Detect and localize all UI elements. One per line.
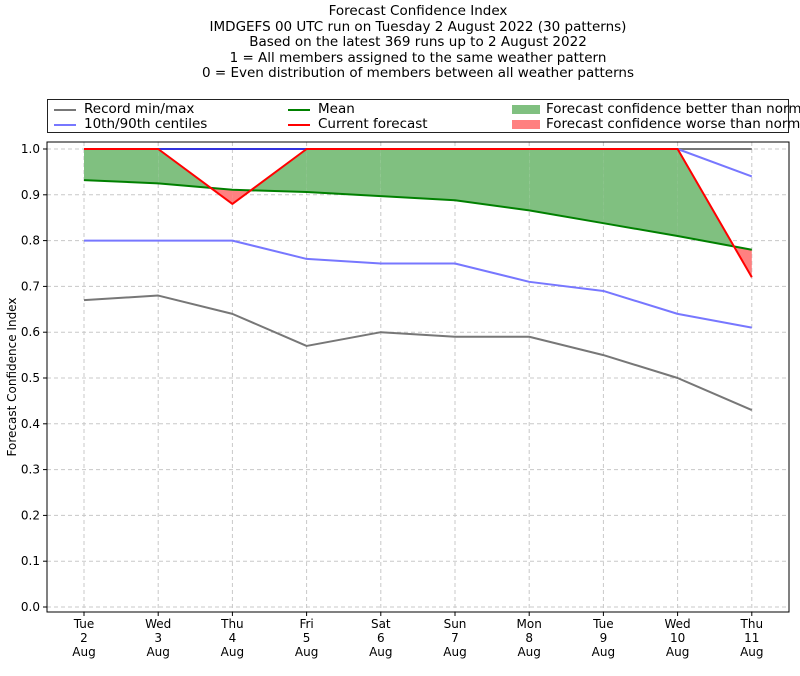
chart-title: Forecast Confidence Index IMDGEFS 00 UTC… (0, 3, 800, 82)
x-tick-label-line: Thu (740, 617, 764, 631)
x-tick-label-line: 5 (303, 631, 311, 645)
legend-item-worse: Forecast confidence worse than normal (512, 117, 800, 132)
legend-swatch-centiles (54, 123, 76, 126)
x-tick-label-line: 3 (154, 631, 162, 645)
x-tick-label-line: Aug (517, 645, 540, 659)
x-tick-label-line: Aug (443, 645, 466, 659)
legend-item-current: Current forecast (288, 117, 428, 132)
legend-swatch-worse (512, 120, 540, 129)
x-tick-label-line: Aug (592, 645, 615, 659)
legend-item-better: Forecast confidence better than normal (512, 102, 800, 117)
x-tick-label: Thu 4 Aug (220, 617, 244, 659)
x-tick-label-line: Tue (592, 617, 614, 631)
legend-label-mean: Mean (318, 101, 355, 117)
y-tick-label: 0.4 (21, 417, 40, 431)
x-tick-label-line: Aug (221, 645, 244, 659)
legend-label-record: Record min/max (84, 101, 195, 117)
x-tick-label-line: Aug (72, 645, 95, 659)
x-tick-label: Wed 10 Aug (665, 617, 691, 659)
y-tick-label: 1.0 (21, 142, 40, 156)
legend-item-mean: Mean (288, 102, 355, 117)
y-tick-label: 0.9 (21, 188, 40, 202)
x-tick-label-line: 2 (80, 631, 88, 645)
x-tick-label-line: Aug (146, 645, 169, 659)
x-tick-label-line: 11 (744, 631, 759, 645)
title-line-4: 1 = All members assigned to the same wea… (229, 49, 607, 66)
title-line-3: Based on the latest 369 runs up to 2 Aug… (249, 34, 587, 51)
better-than-normal-area (529, 149, 604, 224)
x-tick-label: Mon 8 Aug (517, 617, 542, 659)
x-tick-label-line: Fri (299, 617, 313, 631)
better-than-normal-area (84, 149, 159, 184)
x-tick-label-line: Aug (295, 645, 318, 659)
y-tick-label: 0.8 (21, 234, 40, 248)
chart-legend: Record min/max 10th/90th centiles Mean C… (47, 99, 800, 133)
title-line-2: IMDGEFS 00 UTC run on Tuesday 2 August 2… (209, 18, 627, 35)
x-tick-label: Sat 6 Aug (369, 617, 392, 659)
x-tick-label-line: 10 (670, 631, 685, 645)
x-tick-label-line: Sat (371, 617, 391, 631)
legend-label-worse: Forecast confidence worse than normal (546, 116, 800, 132)
x-tick-label-line: Mon (517, 617, 542, 631)
y-tick-label: 0.1 (21, 554, 40, 568)
x-tick-label: Fri 5 Aug (295, 617, 318, 659)
better-than-normal-area (455, 149, 530, 211)
record-min-line (83, 294, 753, 411)
mean-line (83, 179, 752, 251)
x-tick-label-line: 7 (451, 631, 459, 645)
x-tick-label-line: Wed (665, 617, 691, 631)
x-tick-label-line: 4 (229, 631, 237, 645)
title-line-1: Forecast Confidence Index (328, 3, 508, 19)
title-line-5: 0 = Even distribution of members between… (201, 65, 635, 82)
x-tick-label-line: Wed (145, 617, 171, 631)
legend-swatch-better (512, 105, 540, 114)
y-tick-label: 0.7 (21, 279, 40, 293)
x-tick-label-line: Aug (666, 645, 689, 659)
x-tick-label-line: Tue (73, 617, 95, 631)
x-tick-label-line: 6 (377, 631, 385, 645)
x-tick-label: Sun 7 Aug (443, 617, 466, 659)
legend-swatch-record (54, 108, 76, 111)
legend-label-current: Current forecast (318, 116, 428, 132)
x-tick-label-line: 8 (525, 631, 533, 645)
current-forecast-line (84, 148, 753, 278)
legend-label-better: Forecast confidence better than normal (546, 101, 800, 117)
legend-item-record: Record min/max (54, 102, 194, 117)
better-than-normal-area (306, 149, 381, 197)
legend-swatch-current (288, 123, 310, 126)
plot-frame (46, 141, 790, 613)
better-than-normal-area (380, 149, 455, 201)
y-tick-label: 0.6 (21, 325, 40, 339)
series-lines (83, 148, 753, 411)
x-tick-label-line: Sun (444, 617, 467, 631)
p10-centile-line (84, 239, 752, 329)
x-tick-label-line: Thu (220, 617, 244, 631)
x-tick-label-line: Aug (740, 645, 763, 659)
legend-item-centiles: 10th/90th centiles (54, 117, 207, 132)
y-tick-label: 0.2 (21, 508, 40, 522)
better-than-normal-area (603, 149, 678, 237)
x-tick-label-line: 9 (600, 631, 608, 645)
legend-label-centiles: 10th/90th centiles (84, 116, 208, 132)
x-tick-label: Thu 11 Aug (740, 617, 764, 659)
x-tick-label: Wed 3 Aug (145, 617, 171, 659)
y-tick-label: 0.5 (21, 371, 40, 385)
x-tick-label: Tue 9 Aug (592, 617, 615, 659)
legend-swatch-mean (288, 108, 310, 111)
y-tick-label: 0.0 (21, 600, 40, 614)
x-tick-label-line: Aug (369, 645, 392, 659)
x-tick-label: Tue 2 Aug (72, 617, 95, 659)
y-axis-label: Forecast Confidence Index (5, 298, 19, 457)
y-tick-label: 0.3 (21, 463, 40, 477)
